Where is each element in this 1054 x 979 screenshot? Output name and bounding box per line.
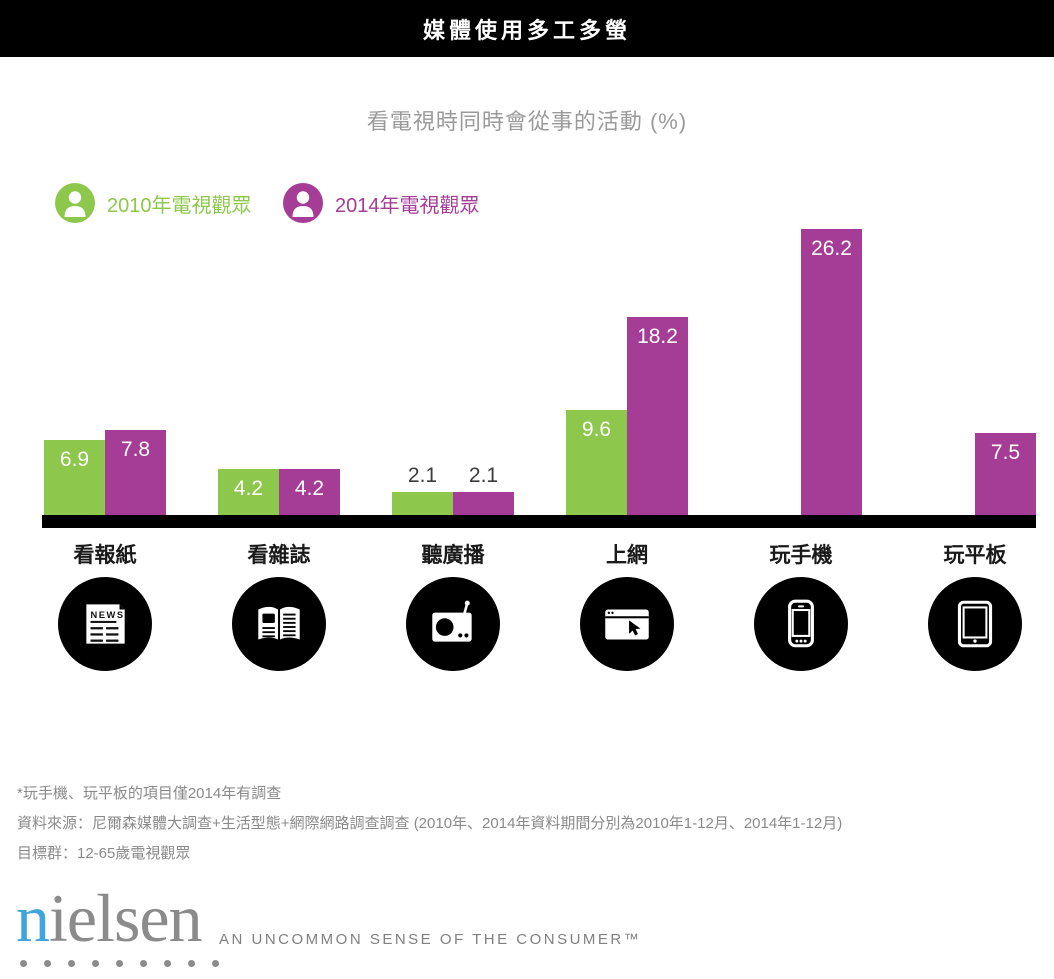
footnotes: *玩手機、玩平板的項目僅2014年有調查 資料來源：尼爾森媒體大調查+生活型態+…	[17, 779, 842, 869]
nielsen-logo: nielsen	[16, 884, 219, 967]
bar-2010-看報紙: 6.9	[44, 440, 105, 515]
bar-value-label: 2.1	[468, 464, 499, 487]
footnote-2: 資料來源：尼爾森媒體大調查+生活型態+網際網路調查調查 (2010年、2014年…	[17, 815, 843, 832]
svg-text:NEWS: NEWS	[91, 610, 125, 620]
logo-dot	[164, 960, 171, 967]
title-bar: 媒體使用多工多螢	[0, 0, 1054, 57]
logo-dot	[44, 960, 51, 967]
wordmark-first-letter: n	[16, 880, 50, 956]
person-icon	[283, 183, 323, 223]
logo-dots	[20, 960, 219, 967]
logo-dot	[92, 960, 99, 967]
category-label: 玩平板	[943, 544, 1007, 567]
legend-item-2010: 2010年電視觀眾	[55, 183, 252, 223]
bar-value-label: 2.1	[407, 464, 438, 487]
magazine-icon	[232, 577, 326, 671]
bar-value-label: 4.2	[294, 477, 325, 500]
chart-title: 看電視時同時會從事的活動 (%)	[366, 109, 688, 134]
bar-value-label: 7.8	[120, 438, 151, 461]
logo-tagline: AN UNCOMMON SENSE OF THE CONSUMER™	[219, 931, 642, 948]
category-label: 聽廣播	[421, 544, 485, 567]
category-label: 看報紙	[73, 544, 137, 567]
logo-dot	[212, 960, 219, 967]
radio-icon	[406, 577, 500, 671]
bar-2014-看雜誌: 4.2	[279, 469, 340, 515]
bar-2014-聽廣播: 2.1	[453, 464, 514, 515]
logo-dot	[188, 960, 195, 967]
browser-icon	[580, 577, 674, 671]
category-label: 上網	[606, 544, 648, 567]
footnote-1: *玩手機、玩平板的項目僅2014年有調查	[17, 785, 282, 802]
category-label: 玩手機	[769, 544, 833, 567]
logo-dot	[20, 960, 27, 967]
bar-chart: 6.9 7.8 4.2 4.2 2.1 2.1 9.6 18.2 26.2 7.5	[44, 229, 1036, 515]
newspaper-icon: NEWS	[58, 577, 152, 671]
bar-2010-看雜誌: 4.2	[218, 469, 279, 515]
bar-value-label: 4.2	[233, 477, 264, 500]
bar-value-label: 6.9	[59, 448, 90, 471]
bar-2014-玩手機: 26.2	[801, 229, 862, 515]
bar-value-label: 7.5	[990, 441, 1021, 464]
page-title: 媒體使用多工多螢	[422, 17, 631, 43]
bar-value-label: 9.6	[581, 418, 612, 441]
bar-2010-聽廣播: 2.1	[392, 464, 453, 515]
logo-dot	[116, 960, 123, 967]
logo-dot	[140, 960, 147, 967]
nielsen-wordmark: nielsen	[16, 884, 219, 952]
bar-2014-上網: 18.2	[627, 317, 688, 515]
bar-value-label: 18.2	[637, 325, 678, 348]
bar-2014-看報紙: 7.8	[105, 430, 166, 515]
person-icon	[55, 183, 95, 223]
x-axis	[42, 515, 1036, 528]
smartphone-icon	[754, 577, 848, 671]
bar-2014-玩平板: 7.5	[975, 433, 1036, 515]
bar-2010-上網: 9.6	[566, 410, 627, 515]
category-label: 看雜誌	[247, 544, 311, 567]
legend-label-2014: 2014年電視觀眾	[335, 194, 480, 217]
wordmark-rest: ielsen	[49, 880, 203, 956]
legend-label-2010: 2010年電視觀眾	[107, 194, 252, 217]
tablet-icon	[928, 577, 1022, 671]
footnote-3: 目標群：12-65歲電視觀眾	[17, 845, 191, 862]
logo-dot	[68, 960, 75, 967]
legend-item-2014: 2014年電視觀眾	[283, 183, 480, 223]
bar-value-label: 26.2	[811, 237, 852, 260]
